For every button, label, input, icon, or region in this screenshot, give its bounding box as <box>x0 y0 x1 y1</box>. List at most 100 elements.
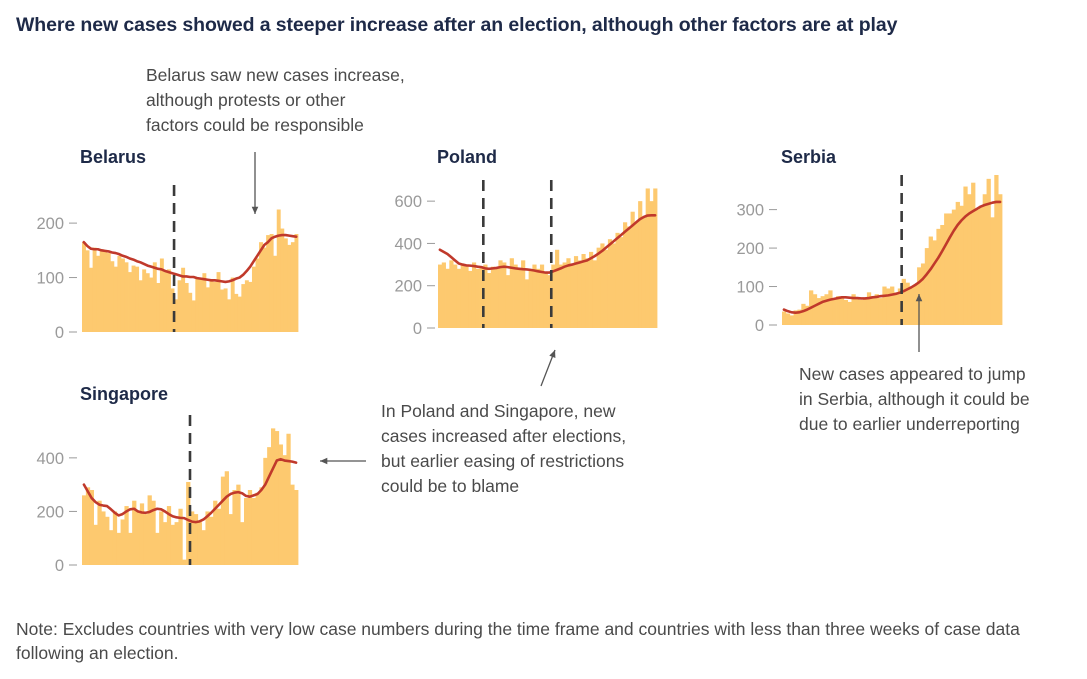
bar <box>828 290 833 325</box>
bar <box>266 235 271 332</box>
bar <box>163 272 168 332</box>
y-tick-label: 400 <box>36 450 64 468</box>
bar <box>136 511 141 565</box>
bar <box>994 175 999 325</box>
bar <box>971 182 976 325</box>
bar <box>645 188 650 328</box>
bar <box>577 260 582 328</box>
bar <box>286 433 291 565</box>
chart-title: Where new cases showed a steeper increas… <box>16 14 898 36</box>
bar <box>978 205 984 325</box>
bar <box>237 296 242 332</box>
trend-line <box>782 200 1002 314</box>
bar <box>982 194 987 325</box>
bar <box>166 506 172 565</box>
bar <box>181 267 186 332</box>
bar <box>177 280 182 332</box>
annotation-line: factors could be responsible <box>146 115 364 135</box>
bar <box>124 506 129 565</box>
bar <box>85 487 91 565</box>
bar <box>290 484 295 565</box>
bar <box>797 309 802 325</box>
panel-title: Poland <box>437 147 497 167</box>
bar <box>124 262 129 332</box>
bar <box>201 530 206 565</box>
annotation-line: but earlier easing of restrictions <box>381 451 625 471</box>
bar <box>878 298 883 325</box>
bar <box>263 457 268 565</box>
bar <box>290 242 295 332</box>
bar <box>498 260 503 328</box>
bar <box>120 258 125 332</box>
bar <box>959 205 964 325</box>
bar <box>490 266 496 328</box>
bar <box>874 294 879 325</box>
bar <box>147 495 152 565</box>
bar <box>267 447 272 565</box>
bar <box>596 247 601 328</box>
bar <box>464 266 469 328</box>
bar <box>244 280 249 332</box>
bar <box>213 500 218 565</box>
bar <box>259 487 264 565</box>
bar <box>184 283 189 332</box>
bar <box>551 264 556 328</box>
bar <box>174 522 179 565</box>
bar <box>630 211 635 328</box>
bar <box>936 228 941 325</box>
bar <box>128 272 132 332</box>
panel-title: Belarus <box>80 147 146 167</box>
bar <box>607 239 613 328</box>
bar <box>202 273 207 332</box>
bar <box>190 511 195 565</box>
bar <box>638 201 643 328</box>
bar <box>99 249 104 332</box>
bar <box>532 264 537 328</box>
bar <box>244 498 249 565</box>
bar <box>103 251 108 332</box>
bar <box>785 313 791 325</box>
bar <box>195 277 200 332</box>
bar <box>155 532 160 565</box>
bar <box>592 260 597 328</box>
annotation-belarus: Belarus saw new cases increase, although… <box>146 63 405 138</box>
bar <box>151 500 156 565</box>
bar <box>224 471 229 565</box>
y-tick-label: 100 <box>36 270 64 288</box>
bar <box>110 261 115 332</box>
bar <box>870 296 876 325</box>
y-tick-label: 200 <box>36 215 64 233</box>
bar <box>505 275 511 328</box>
bar <box>251 266 256 332</box>
bar <box>562 262 567 328</box>
bar <box>106 253 111 332</box>
bar <box>573 256 579 328</box>
bar <box>145 273 150 332</box>
annotation-line: New cases appeared to jump <box>799 364 1026 384</box>
bar <box>178 508 183 565</box>
bar <box>928 236 933 325</box>
bar <box>901 278 906 325</box>
bar <box>240 522 245 565</box>
bar <box>251 498 256 565</box>
bar <box>924 248 930 325</box>
bar <box>524 279 530 328</box>
bar <box>967 194 972 325</box>
annotation-arrow-poland-head <box>549 350 556 358</box>
y-tick-label: 100 <box>736 279 764 297</box>
bar <box>138 280 143 332</box>
bar <box>909 286 914 325</box>
panel-title: Singapore <box>80 384 168 404</box>
trend-line <box>438 214 657 274</box>
bar <box>255 258 260 332</box>
bar <box>170 288 175 332</box>
bar <box>882 286 887 325</box>
annotation-line: could be to blame <box>381 476 520 496</box>
bar <box>294 490 299 565</box>
bar <box>513 264 518 328</box>
bar <box>197 522 202 565</box>
bar <box>438 264 443 328</box>
bar <box>986 178 991 325</box>
bar <box>85 250 90 332</box>
